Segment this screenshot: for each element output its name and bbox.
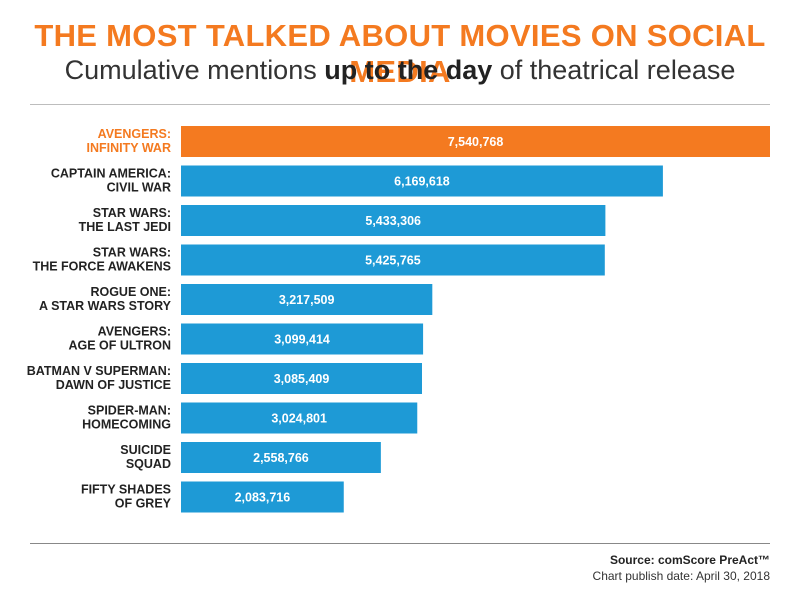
publish-date: Chart publish date: April 30, 2018	[592, 569, 770, 583]
category-label-1: AVENGERS: INFINITY WAR	[87, 127, 172, 155]
category-label-6: AVENGERS: AGE OF ULTRON	[68, 325, 171, 353]
category-label-5: ROGUE ONE: A STAR WARS STORY	[39, 285, 172, 313]
bar-value-label-10: 2,083,716	[235, 491, 291, 505]
bar-10	[181, 481, 344, 513]
bar-value-label-3: 5,433,306	[365, 214, 421, 228]
bar-value-label-1: 7,540,768	[448, 135, 504, 149]
category-label-10: FIFTY SHADES OF GREY	[81, 483, 172, 511]
bar-value-label-2: 6,169,618	[394, 175, 450, 189]
chart-title: THE MOST TALKED ABOUT MOVIES ON SOCIAL M…	[34, 18, 766, 89]
subtitle-text-end: of theatrical release	[492, 55, 736, 85]
bar-value-label-4: 5,425,765	[365, 254, 421, 268]
bottom-divider	[30, 543, 770, 544]
bar-value-label-8: 3,024,801	[271, 412, 327, 426]
bar-4	[181, 244, 605, 276]
bar-9	[181, 442, 381, 473]
bar-value-label-6: 3,099,414	[274, 333, 330, 347]
bar-chart: 7,540,768 AVENGERS: INFINITY WAR 6,169,618 C…	[27, 126, 770, 513]
bar-6	[181, 323, 424, 355]
bar-5	[181, 284, 433, 315]
bar-8	[181, 402, 418, 434]
bar-value-label-5: 3,217,509	[279, 293, 335, 307]
bar-value-label-9: 2,558,766	[253, 451, 309, 465]
category-label-7: BATMAN V SUPERMAN: DAWN OF JUSTICE	[27, 364, 171, 392]
subtitle-text-start: Cumulative mentions	[64, 55, 325, 85]
bar-value-label-7: 3,085,409	[274, 372, 330, 386]
category-label-4: STAR WARS: THE FORCE AWAKENS	[33, 246, 171, 274]
source-note: Source: comScore PreAct™	[609, 553, 770, 567]
subtitle-emphasis: up to the day	[324, 55, 493, 85]
bar-3	[181, 205, 606, 236]
category-label-9: SUICIDE SQUAD	[120, 443, 171, 471]
chart-subtitle: Cumulative mentions up to the day of the…	[0, 55, 800, 86]
top-divider	[30, 104, 770, 105]
bar-7	[181, 363, 422, 394]
category-label-2: CAPTAIN AMERICA: CIVIL WAR	[51, 167, 171, 195]
bar-2	[181, 165, 663, 197]
category-label-3: STAR WARS: THE LAST JEDI	[79, 206, 171, 234]
bar-1	[181, 126, 770, 157]
category-label-8: SPIDER-MAN: HOMECOMING	[82, 404, 171, 432]
